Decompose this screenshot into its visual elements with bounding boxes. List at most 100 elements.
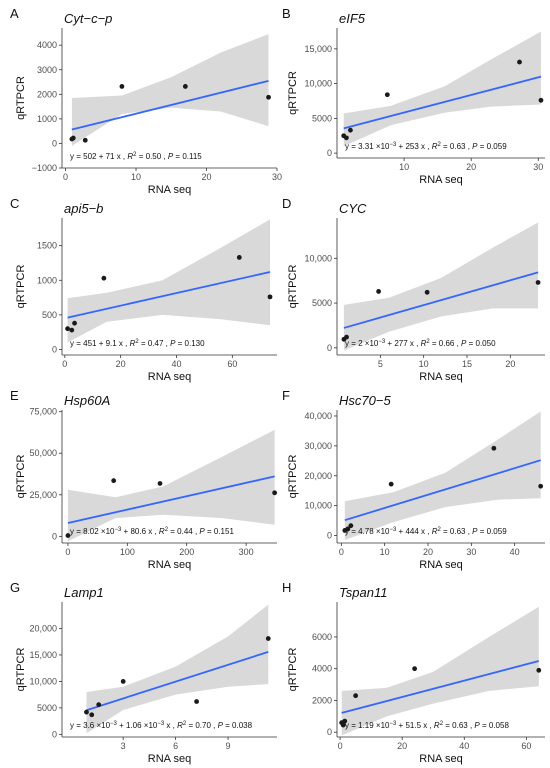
equation-slope: + 80.6 x: [121, 527, 152, 536]
x-tick-label: 60: [227, 359, 237, 369]
data-point: [89, 712, 95, 718]
y-tick-label: 20,000: [29, 623, 57, 633]
gene-title: Lamp1: [64, 585, 104, 600]
x-tick-label: 10: [380, 547, 390, 557]
data-point: [348, 127, 353, 133]
chart-panel-d: D CYC 0 5000 10,000 5 10 15 20 RNA seq qRTPCR y = 2…: [282, 196, 545, 383]
plot-area: [65, 429, 277, 542]
confidence-band: [341, 606, 539, 736]
y-tick-label: 4000: [312, 664, 332, 674]
y-tick-label: 5000: [37, 703, 57, 713]
x-tick-label: 20: [466, 162, 476, 172]
equation-y: y = 1.19 ×10: [345, 721, 390, 730]
x-tick-label: 200: [179, 547, 194, 557]
plot-area: [342, 411, 544, 540]
y-tick-label: 15,000: [304, 44, 332, 54]
x-tick-label: 40: [510, 547, 520, 557]
y-tick-label: 1000: [37, 114, 57, 124]
equation-p: = 0.038: [223, 721, 253, 730]
equation-r-letter: R: [127, 152, 133, 161]
regression-line: [86, 651, 269, 712]
equation-sep: ,: [425, 527, 432, 536]
plot-area: [341, 31, 544, 147]
equation-r-letter: R: [159, 527, 165, 536]
data-point: [266, 94, 271, 100]
equation-r2: = 0.50 ,: [137, 152, 168, 161]
equation-p: = 0.130: [175, 339, 205, 348]
gene-title: eIF5: [339, 11, 366, 26]
y-tick-label: 3000: [37, 65, 57, 75]
y-tick-label: 0: [52, 531, 57, 541]
data-point: [376, 289, 381, 294]
equation-p: = 0.151: [205, 527, 235, 536]
y-tick-label: 50,000: [29, 448, 57, 458]
equation-p-letter: P: [474, 721, 480, 730]
data-point: [412, 666, 418, 672]
plot-area: [69, 34, 271, 146]
confidence-band: [343, 31, 541, 147]
equation-r-exponent: 2: [135, 339, 139, 345]
data-point: [119, 84, 125, 89]
data-point: [120, 679, 126, 684]
y-axis-title: qRTPCR: [15, 648, 27, 692]
equation-p: = 0.059: [478, 527, 508, 536]
y-tick-label: 0: [52, 138, 57, 148]
confidence-band: [343, 222, 539, 351]
chart-panel-f: F Hsc70−5 0 10,000 20,000 30,000 40,000 0 10 20 30…: [282, 388, 545, 571]
x-tick-label: 15: [462, 359, 472, 369]
y-tick-label: 75,000: [29, 407, 57, 417]
data-point: [536, 667, 542, 673]
panel-letter: F: [282, 388, 290, 403]
data-point: [272, 490, 277, 496]
panel-letter: H: [282, 580, 291, 595]
data-point: [157, 481, 163, 486]
equation-sep: ,: [170, 721, 177, 730]
equation-r-exponent: 2: [183, 721, 187, 727]
chart-panel-e: E Hsp60A 0 25,000 50,000 75,000 0 100 200 300 RNA …: [10, 388, 277, 571]
equation-r-letter: R: [130, 339, 136, 348]
equation-slope: + 51.5 x: [396, 721, 427, 730]
data-point: [84, 709, 89, 715]
regression-equation: y = 4.78 ×10−3 + 444 x , R2 = 0.63 , P =…: [345, 527, 507, 536]
equation-y: y = 8.02 ×10: [70, 527, 115, 536]
plot-area: [341, 222, 541, 351]
data-point: [345, 526, 351, 532]
equation-exponent: −3: [389, 142, 397, 148]
gene-title: CYC: [339, 201, 367, 216]
panel-letter: E: [10, 388, 19, 403]
equation-y: y = 451 + 9.1 x: [70, 339, 123, 348]
equation-r-exponent: 2: [437, 142, 441, 148]
equation-y: y = 2 ×10: [345, 339, 379, 348]
y-tick-label: 0: [52, 729, 57, 739]
data-point: [517, 59, 522, 65]
x-tick-label: 20: [202, 172, 212, 182]
data-point: [384, 92, 390, 98]
equation-exponent: −3: [389, 721, 397, 727]
y-axis-title: qRTPCR: [15, 76, 27, 120]
equation-exponent: −3: [389, 527, 397, 533]
x-tick-label: 20: [397, 741, 407, 751]
equation-p: = 0.115: [173, 152, 202, 161]
y-tick-label: 25,000: [29, 490, 57, 500]
data-point: [538, 483, 544, 489]
y-tick-label: 2000: [37, 89, 57, 99]
equation-r-letter: R: [434, 721, 440, 730]
x-tick-label: 30: [466, 547, 476, 557]
x-tick-label: 10: [131, 172, 141, 182]
y-tick-label: 4000: [37, 40, 57, 50]
gene-title: Tspan11: [339, 585, 387, 600]
chart-panel-g: G Lamp1 0 5000 10,000 15,000 20,000 3 6 9 RNA seq q…: [10, 580, 277, 765]
confidence-band: [86, 604, 269, 734]
equation-r-exponent: 2: [426, 339, 430, 345]
regression-equation: y = 1.19 ×10−3 + 51.5 x , R2 = 0.63 , P …: [345, 721, 509, 730]
equation-p-letter: P: [199, 527, 205, 536]
equation-r-exponent: 2: [133, 152, 137, 158]
data-point: [343, 135, 349, 141]
equation-exponent: −3: [114, 527, 122, 533]
data-point: [344, 334, 349, 340]
y-tick-label: 1500: [37, 241, 57, 251]
equation-y: y = 3.31 ×10: [345, 142, 390, 151]
x-tick-label: 20: [505, 359, 515, 369]
x-tick-label: 30: [272, 172, 282, 182]
